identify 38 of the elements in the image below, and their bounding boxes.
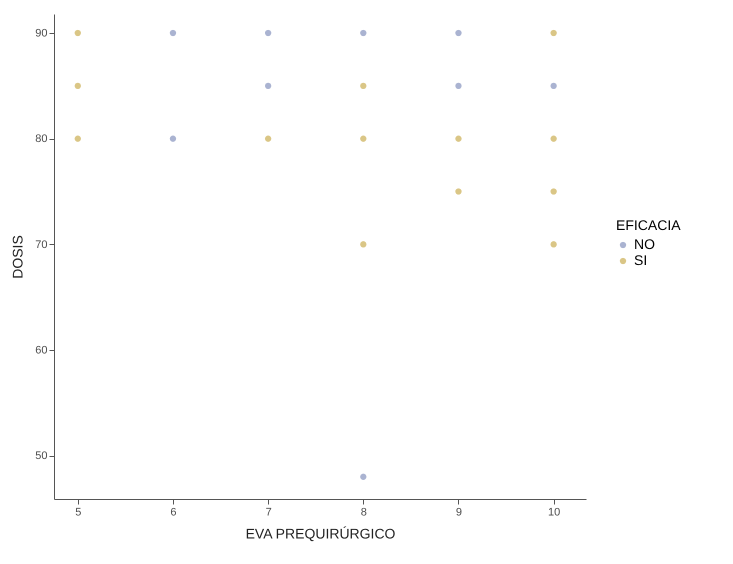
y-tick-label: 90 xyxy=(35,28,48,40)
point xyxy=(74,82,81,90)
x-tick-label: 9 xyxy=(456,506,462,518)
x-tick-label: 6 xyxy=(170,506,177,518)
point xyxy=(455,82,462,90)
point xyxy=(74,136,81,142)
point xyxy=(360,241,366,248)
point xyxy=(455,30,462,36)
point xyxy=(360,30,366,36)
point xyxy=(170,30,176,36)
point xyxy=(360,136,366,142)
x-axis-title: EVA PREQUIRÚRGICO xyxy=(246,526,396,542)
y-tick-label: 80 xyxy=(35,133,48,146)
point xyxy=(360,474,366,480)
point xyxy=(550,82,557,90)
point xyxy=(74,30,81,36)
y-tick-label: 70 xyxy=(35,238,48,251)
point xyxy=(360,82,366,90)
point xyxy=(455,188,462,195)
legend-label: SI xyxy=(634,252,648,268)
legend-title: EFICACIA xyxy=(616,217,682,233)
point xyxy=(550,241,557,248)
y-axis-title: DOSIS xyxy=(9,235,26,279)
point xyxy=(170,136,176,142)
y-tick-label: 50 xyxy=(35,450,48,462)
y-tick-label: 60 xyxy=(35,344,48,357)
legend-label: NO xyxy=(634,236,656,252)
point xyxy=(550,30,557,36)
point xyxy=(550,136,557,142)
x-tick-label: 7 xyxy=(266,506,272,518)
point xyxy=(264,30,272,36)
point xyxy=(264,82,272,90)
point xyxy=(455,136,462,142)
x-tick-label: 10 xyxy=(548,506,560,518)
point xyxy=(550,188,557,195)
point xyxy=(264,136,272,142)
x-tick-label: 5 xyxy=(75,506,82,518)
x-tick-label: 8 xyxy=(360,506,367,518)
